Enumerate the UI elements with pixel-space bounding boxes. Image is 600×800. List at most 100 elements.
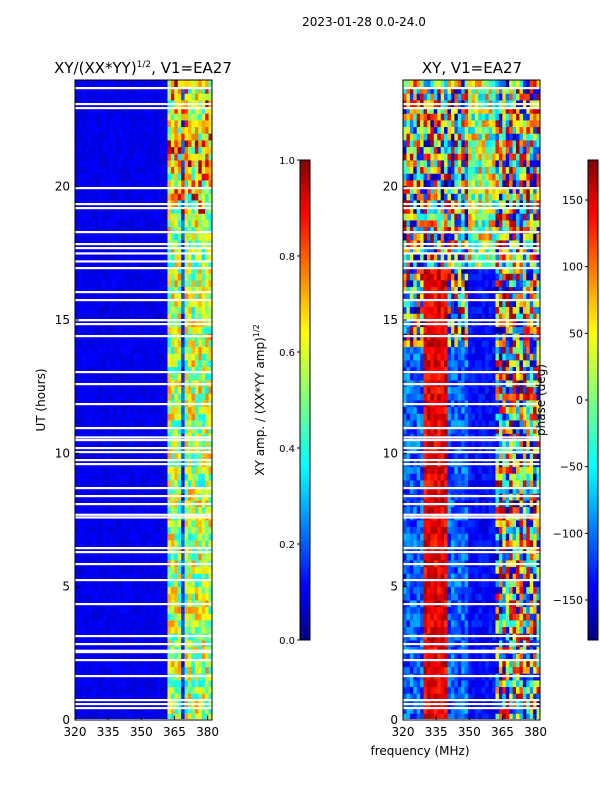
heatmap-cell bbox=[157, 260, 162, 268]
heatmap-cell bbox=[109, 266, 114, 274]
heatmap-cell bbox=[201, 193, 206, 201]
heatmap-cell bbox=[194, 140, 199, 148]
heatmap-cell bbox=[116, 226, 120, 234]
heatmap-cell bbox=[420, 546, 424, 554]
heatmap-cell bbox=[188, 286, 192, 294]
heatmap-cell bbox=[444, 706, 448, 714]
flagged-row bbox=[75, 447, 212, 450]
heatmap-cell bbox=[150, 613, 155, 621]
heatmap-cell bbox=[201, 293, 206, 301]
heatmap-cell bbox=[116, 80, 120, 88]
heatmap-cell bbox=[140, 620, 144, 628]
heatmap-cell bbox=[143, 140, 148, 148]
heatmap-cell bbox=[188, 213, 192, 221]
heatmap-cell bbox=[423, 653, 428, 661]
heatmap-cell bbox=[150, 220, 155, 228]
heatmap-cell bbox=[409, 713, 414, 721]
heatmap-cell bbox=[133, 213, 138, 221]
heatmap-cell bbox=[505, 606, 510, 614]
heatmap-cell bbox=[133, 266, 138, 274]
heatmap-cell bbox=[522, 593, 527, 601]
heatmap-cell bbox=[95, 253, 100, 261]
heatmap-cell bbox=[440, 680, 445, 688]
heatmap-cell bbox=[75, 293, 79, 301]
heatmap-cell bbox=[157, 180, 162, 188]
heatmap-cell bbox=[92, 326, 96, 334]
heatmap-cell bbox=[105, 680, 110, 688]
heatmap-cell bbox=[88, 506, 93, 514]
heatmap-cell bbox=[88, 346, 93, 354]
heatmap-cell bbox=[516, 566, 520, 574]
heatmap-cell bbox=[136, 526, 141, 534]
heatmap-cell bbox=[492, 653, 496, 661]
heatmap-cell bbox=[413, 566, 418, 574]
heatmap-cell bbox=[205, 160, 209, 168]
heatmap-cell bbox=[170, 113, 175, 121]
heatmap-cell bbox=[102, 366, 107, 374]
panel1-xticks: 320 335 350 365 380 bbox=[64, 716, 219, 739]
heatmap-cell bbox=[174, 546, 179, 554]
heatmap-cell bbox=[143, 713, 148, 721]
heatmap-cell bbox=[177, 613, 182, 621]
heatmap-cell bbox=[160, 653, 165, 661]
heatmap-cell bbox=[430, 593, 435, 601]
heatmap-cell bbox=[129, 686, 134, 694]
heatmap-cell bbox=[492, 693, 496, 701]
heatmap-cell bbox=[519, 613, 524, 621]
heatmap-cell bbox=[129, 533, 134, 541]
heatmap-cell bbox=[198, 546, 203, 554]
heatmap-cell bbox=[112, 386, 117, 394]
heatmap-cell bbox=[119, 213, 124, 221]
heatmap-cell bbox=[146, 260, 151, 268]
heatmap-cell bbox=[126, 533, 131, 541]
heatmap-cell bbox=[150, 520, 155, 528]
heatmap-cell bbox=[92, 213, 96, 221]
heatmap-cell bbox=[471, 553, 476, 561]
heatmap-cell bbox=[78, 253, 83, 261]
heatmap-cell bbox=[461, 653, 466, 661]
heatmap-cell bbox=[471, 613, 476, 621]
heatmap-cell bbox=[201, 366, 206, 374]
heatmap-cell bbox=[181, 480, 185, 488]
heatmap-cell bbox=[181, 393, 185, 401]
heatmap-cell bbox=[122, 386, 127, 394]
heatmap-cell bbox=[198, 146, 203, 154]
heatmap-cell bbox=[444, 606, 448, 614]
heatmap-cell bbox=[126, 193, 131, 201]
heatmap-cell bbox=[205, 533, 209, 541]
heatmap-cell bbox=[164, 313, 168, 321]
heatmap-cell bbox=[430, 580, 435, 588]
heatmap-cell bbox=[140, 466, 144, 474]
heatmap-cell bbox=[105, 653, 110, 661]
heatmap-cell bbox=[170, 713, 175, 721]
heatmap-cell bbox=[140, 173, 144, 181]
heatmap-cell bbox=[201, 273, 206, 281]
heatmap-cell bbox=[136, 686, 141, 694]
heatmap-cell bbox=[150, 386, 155, 394]
heatmap-cell bbox=[95, 466, 100, 474]
heatmap-cell bbox=[160, 93, 165, 101]
heatmap-cell bbox=[406, 706, 411, 714]
heatmap-cell bbox=[146, 613, 151, 621]
heatmap-cell bbox=[184, 446, 189, 454]
heatmap-cell bbox=[92, 140, 96, 148]
heatmap-cell bbox=[75, 133, 79, 141]
heatmap-cell bbox=[98, 253, 103, 261]
heatmap-cell bbox=[102, 93, 107, 101]
heatmap-cell bbox=[167, 666, 172, 674]
heatmap-cell bbox=[98, 260, 103, 268]
heatmap-cell bbox=[78, 606, 83, 614]
heatmap-cell bbox=[201, 566, 206, 574]
heatmap-cell bbox=[95, 620, 100, 628]
heatmap-cell bbox=[122, 626, 127, 634]
heatmap-cell bbox=[440, 626, 445, 634]
heatmap-cell bbox=[157, 573, 162, 581]
heatmap-cell bbox=[512, 680, 517, 688]
heatmap-cell bbox=[109, 80, 114, 88]
heatmap-cell bbox=[164, 133, 168, 141]
heatmap-cell bbox=[194, 526, 199, 534]
heatmap-cell bbox=[184, 533, 189, 541]
heatmap-cell bbox=[533, 580, 537, 588]
heatmap-cell bbox=[198, 533, 203, 541]
heatmap-cell bbox=[440, 653, 445, 661]
